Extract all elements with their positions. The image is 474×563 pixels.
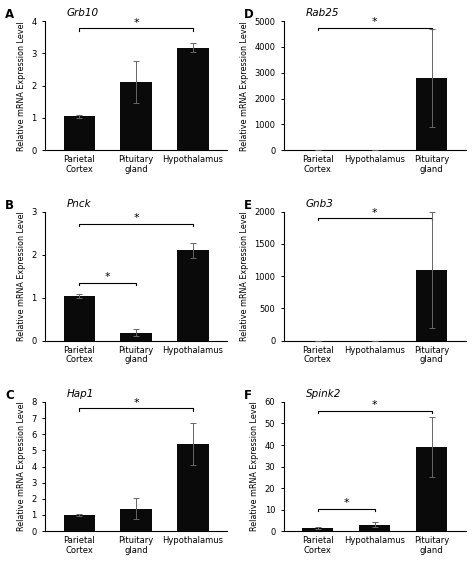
- Y-axis label: Relative mRNA Expression Level: Relative mRNA Expression Level: [17, 211, 26, 341]
- Text: *: *: [372, 400, 377, 410]
- Text: *: *: [133, 213, 139, 223]
- Y-axis label: Relative mRNA Expression Level: Relative mRNA Expression Level: [250, 401, 259, 531]
- Text: *: *: [133, 18, 139, 28]
- Bar: [177, 251, 209, 341]
- Y-axis label: Relative mRNA Expression Level: Relative mRNA Expression Level: [17, 401, 26, 531]
- Bar: [416, 78, 447, 150]
- Bar: [120, 82, 152, 150]
- Text: *: *: [105, 272, 110, 282]
- Bar: [64, 117, 95, 150]
- Bar: [302, 528, 333, 531]
- Text: B: B: [5, 199, 14, 212]
- Bar: [120, 333, 152, 341]
- Y-axis label: Relative mRNA Expression Level: Relative mRNA Expression Level: [240, 211, 249, 341]
- Bar: [416, 447, 447, 531]
- Text: Rab25: Rab25: [305, 8, 339, 18]
- Bar: [64, 515, 95, 531]
- Bar: [177, 444, 209, 531]
- Text: Grb10: Grb10: [67, 8, 99, 18]
- Text: Gnb3: Gnb3: [305, 199, 333, 209]
- Bar: [416, 270, 447, 341]
- Bar: [64, 296, 95, 341]
- Y-axis label: Relative mRNA Expression Level: Relative mRNA Expression Level: [240, 21, 248, 150]
- Text: *: *: [372, 17, 377, 27]
- Text: D: D: [244, 8, 253, 21]
- Text: E: E: [244, 199, 252, 212]
- Text: *: *: [343, 498, 349, 508]
- Text: Pnck: Pnck: [67, 199, 91, 209]
- Text: C: C: [5, 389, 14, 402]
- Bar: [359, 525, 390, 531]
- Text: Hap1: Hap1: [67, 389, 94, 399]
- Y-axis label: Relative mRNA Expression Level: Relative mRNA Expression Level: [17, 21, 26, 150]
- Text: *: *: [133, 398, 139, 408]
- Text: Spink2: Spink2: [305, 389, 341, 399]
- Text: *: *: [372, 208, 377, 217]
- Bar: [120, 508, 152, 531]
- Text: A: A: [5, 8, 14, 21]
- Bar: [177, 47, 209, 150]
- Text: F: F: [244, 389, 252, 402]
